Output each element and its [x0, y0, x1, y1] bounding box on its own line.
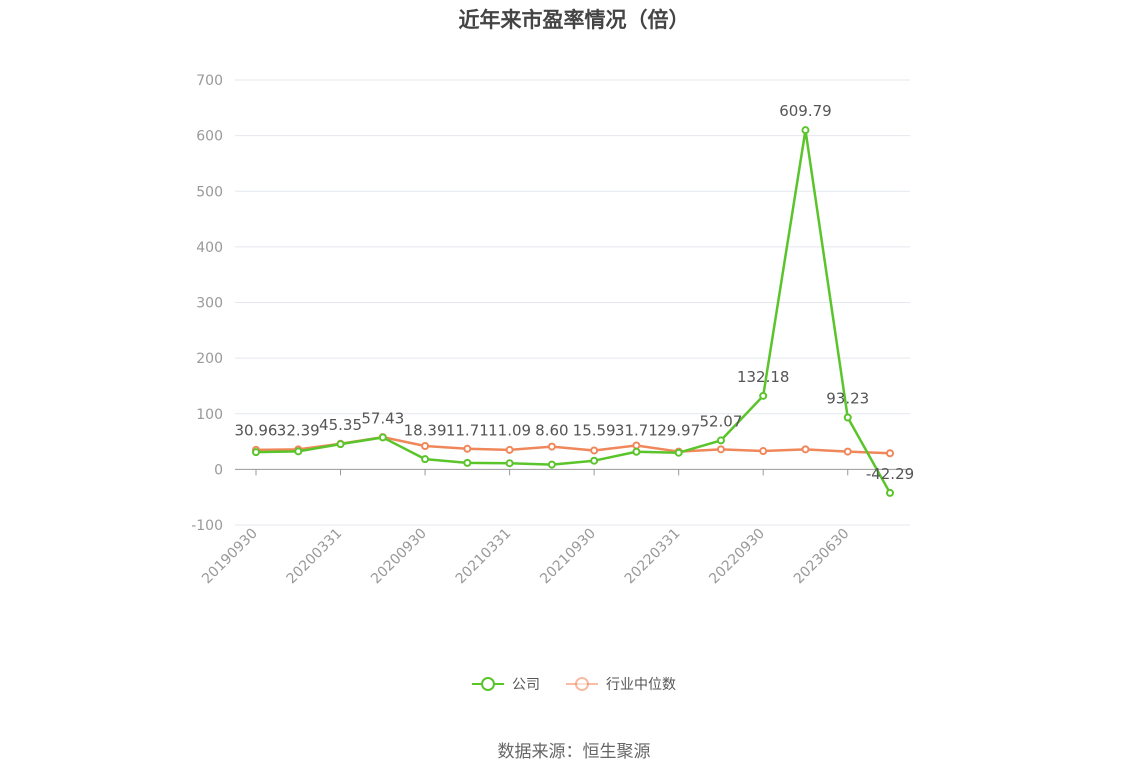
point-company [252, 448, 260, 457]
point-company [801, 126, 810, 135]
point-company [843, 413, 852, 422]
y-tick-label: 300 [196, 296, 223, 312]
data-source: 数据来源：恒生聚源 [497, 742, 651, 762]
y-tick-label: 400 [196, 240, 223, 256]
data-label: 45.35 [319, 416, 362, 434]
x-axis: 20190930 20200331 20200930 20210331 20210930… [199, 469, 853, 588]
point-industry-median [463, 444, 472, 453]
point-industry-median [421, 442, 430, 451]
y-tick-label: 0 [214, 462, 223, 478]
x-tick-label: 20220331 [622, 526, 684, 588]
chart-title: 近年来市盈率情况（倍） [458, 8, 690, 32]
x-tick-label: 20210930 [537, 526, 599, 588]
y-tick-label: 200 [196, 351, 223, 367]
y-tick-label: 500 [196, 184, 223, 200]
series-line-company [255, 128, 892, 494]
x-tick-label: 20230630 [791, 526, 853, 588]
point-industry-median [547, 442, 556, 451]
data-label: 31.71 [615, 421, 658, 439]
data-label: -42.29 [866, 465, 914, 483]
legend-company-marker-icon [472, 677, 504, 691]
point-company [716, 436, 725, 445]
data-label: 132.18 [737, 368, 790, 386]
point-company [463, 458, 472, 467]
point-company [421, 455, 430, 464]
point-industry-median [801, 445, 810, 454]
x-tick-label: 20200930 [368, 526, 430, 588]
point-company [632, 447, 641, 456]
data-label: 8.60 [535, 421, 568, 439]
y-tick-label: 600 [196, 129, 223, 145]
x-tick-label: 20220930 [706, 526, 768, 588]
point-company [505, 459, 514, 468]
data-label: 18.39 [404, 421, 447, 439]
point-company [886, 488, 894, 497]
point-company [378, 433, 387, 442]
y-axis: 700 600 500 400 300 200 100 0 -100 [191, 73, 223, 534]
point-company [547, 460, 556, 469]
data-label: 32.39 [277, 421, 320, 439]
point-company [759, 391, 768, 400]
point-industry-median [886, 449, 894, 458]
point-industry-median [505, 445, 514, 454]
legend-label-industry-median: 行业中位数 [606, 677, 676, 693]
data-label: 30.96 [235, 421, 278, 439]
point-company [590, 456, 599, 465]
point-industry-median [843, 447, 852, 456]
legend-label-company: 公司 [512, 677, 540, 693]
data-label: 609.79 [779, 102, 832, 120]
point-company [294, 447, 303, 456]
y-tick-label: 100 [196, 407, 223, 423]
legend-item-company[interactable]: 公司 [472, 674, 540, 694]
series-line-industry-median [255, 435, 891, 455]
legend-item-industry-median[interactable]: 行业中位数 [566, 674, 676, 694]
data-label: 11.71 [446, 421, 489, 439]
data-label: 52.07 [699, 412, 742, 430]
x-tick-label: 20200331 [284, 526, 346, 588]
point-industry-median [716, 445, 725, 454]
point-company [336, 440, 345, 449]
data-label: 57.43 [361, 409, 404, 427]
series-lines [252, 126, 894, 497]
legend: 公司 行业中位数 [0, 674, 1148, 694]
y-tick-label: -100 [191, 518, 223, 534]
point-company [674, 448, 683, 457]
data-label: 15.59 [573, 421, 616, 439]
data-label: 29.97 [657, 421, 700, 439]
grid-lines [235, 79, 910, 526]
point-industry-median [632, 441, 641, 450]
y-tick-label: 700 [196, 73, 223, 89]
point-industry-median [759, 447, 768, 456]
x-tick-label: 20190930 [199, 526, 261, 588]
data-label: 11.09 [488, 421, 531, 439]
legend-industry-marker-icon [566, 677, 598, 691]
x-tick-label: 20210331 [453, 526, 515, 588]
point-industry-median [590, 446, 599, 455]
data-label: 93.23 [826, 390, 869, 408]
